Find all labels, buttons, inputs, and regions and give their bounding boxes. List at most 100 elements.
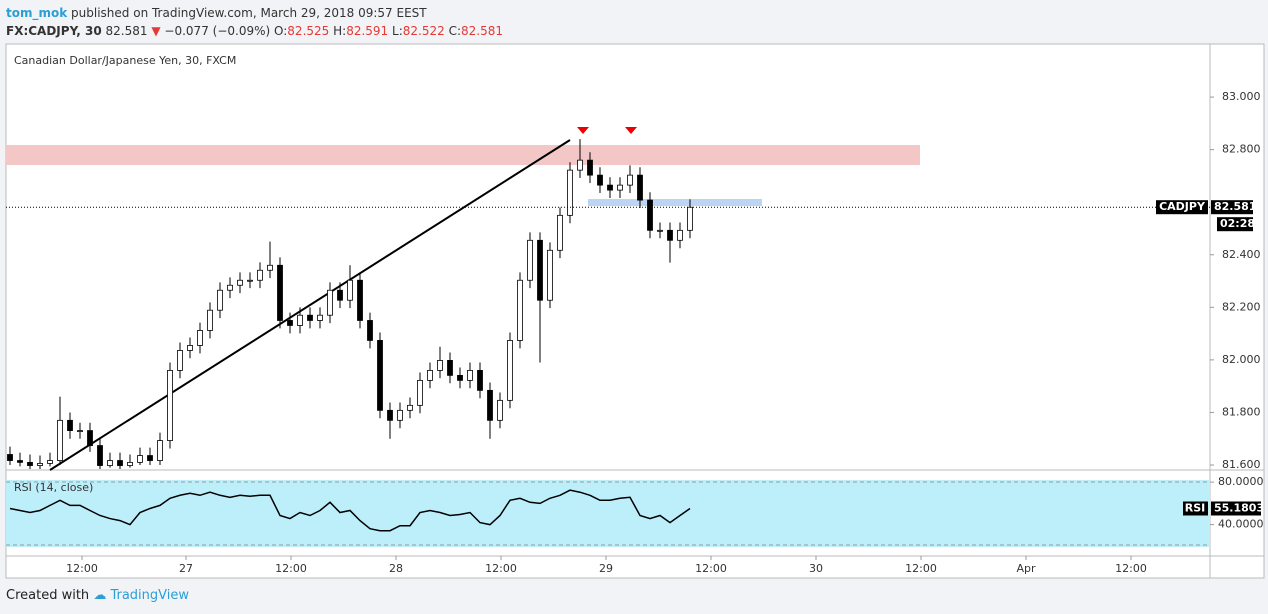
candle-body [537, 239, 543, 301]
y-tick-label: 82.000 [1222, 353, 1261, 366]
price-tag-text: 82.581 [1214, 200, 1256, 213]
candle-body [597, 174, 603, 186]
chart-title: Canadian Dollar/Japanese Yen, 30, FXCM [14, 54, 236, 67]
x-tick-label: Apr [1016, 562, 1036, 575]
candle-body [187, 345, 193, 351]
candle-body [447, 360, 453, 376]
candle-body [157, 440, 163, 461]
h-label: H: [333, 24, 347, 38]
y-tick-label: 40.0000 [1218, 518, 1264, 531]
candle-body [247, 279, 253, 282]
x-tick-label: 12:00 [1115, 562, 1147, 575]
candle-body [117, 460, 123, 466]
author[interactable]: tom_mok [6, 6, 68, 20]
candle-body [67, 419, 73, 431]
symbol: FX:CADJPY, 30 [6, 24, 102, 38]
candle-body [257, 269, 263, 281]
candle-body [177, 350, 183, 371]
top-marker [625, 127, 637, 134]
candle-body [637, 174, 643, 201]
candle-body [357, 279, 363, 321]
published: published on TradingView.com, March 29, … [71, 6, 427, 20]
symbol-tag [1156, 200, 1208, 215]
rsi-name: RSI [1185, 501, 1206, 514]
symbol-tag-text: CADJPY [1159, 200, 1206, 213]
rsi-value: 55.1803 [1214, 501, 1264, 514]
footer: Created with ☁ TradingView [6, 588, 189, 603]
candle-body [277, 264, 283, 321]
candle-body [197, 330, 203, 346]
x-tick-label: 28 [389, 562, 403, 575]
candle-body [57, 419, 63, 461]
candle-body [387, 409, 393, 421]
candle-body [137, 455, 143, 463]
candle-body [407, 404, 413, 411]
rsi-line [9, 489, 691, 532]
candle-body [397, 409, 403, 421]
candle-body [437, 360, 443, 371]
candle-body [287, 320, 293, 326]
rsi-title: RSI (14, close) [14, 481, 93, 494]
candle-body [567, 169, 573, 216]
candle-body [497, 399, 503, 421]
candle-body [517, 279, 523, 341]
candle-body [557, 214, 563, 251]
candle-body [527, 239, 533, 281]
resistance-zone [6, 145, 920, 165]
countdown-tag [1217, 217, 1253, 232]
x-tick-label: 29 [599, 562, 613, 575]
brand[interactable]: TradingView [110, 588, 189, 603]
candle-body [547, 249, 553, 301]
candle-body [107, 460, 113, 466]
candle-body [87, 430, 93, 446]
candle-body [587, 159, 593, 176]
y-tick-label: 83.000 [1222, 90, 1261, 103]
candle-body [227, 284, 233, 291]
x-tick-label: 12:00 [275, 562, 307, 575]
candle-body [377, 340, 383, 411]
candle-body [77, 430, 83, 432]
support-zone [588, 199, 762, 206]
c-label: C: [448, 24, 462, 38]
h: 82.591 [346, 24, 389, 38]
o-label: O: [274, 24, 288, 38]
rsi-value-tag [1211, 501, 1261, 516]
y-tick-label: 82.400 [1222, 248, 1261, 261]
y-tick-label: 82.800 [1222, 143, 1261, 156]
candle-body [7, 454, 13, 461]
x-tick-label: 27 [179, 562, 193, 575]
candle-body [307, 314, 313, 321]
candle-body [627, 174, 633, 186]
y-tick-label: 81.800 [1222, 405, 1261, 418]
o: 82.525 [287, 24, 330, 38]
change: −0.077 (−0.09%) [164, 24, 271, 38]
candle-body [297, 314, 303, 326]
x-tick-label: 12:00 [485, 562, 517, 575]
y-tick-label: 80.0000 [1218, 475, 1264, 488]
candle-body [237, 279, 243, 286]
arrow: ▼ [151, 24, 161, 38]
header: tom_mok published on TradingView.com, Ma… [6, 4, 503, 40]
x-tick-label: 12:00 [66, 562, 98, 575]
candle-body [207, 309, 213, 331]
candle-body [127, 461, 133, 466]
candle-body [267, 264, 273, 271]
candle-body [167, 369, 173, 441]
candle-body [367, 320, 373, 341]
x-tick-label: 12:00 [905, 562, 937, 575]
rsi-band [6, 480, 1210, 547]
y-tick-label: 81.600 [1222, 458, 1261, 471]
candle-body [607, 184, 613, 191]
candle-body [657, 229, 663, 232]
trend-line [49, 139, 571, 471]
y-tick-label: 82.200 [1222, 300, 1261, 313]
candle-body [317, 314, 323, 321]
candle-body [37, 463, 43, 466]
candle-body [577, 159, 583, 171]
candle-body [17, 460, 23, 463]
chart: Canadian Dollar/Japanese Yen, 30, FXCM R… [5, 43, 1265, 579]
candle-body [147, 455, 153, 461]
l: 82.522 [402, 24, 445, 38]
candle-body [27, 461, 33, 466]
